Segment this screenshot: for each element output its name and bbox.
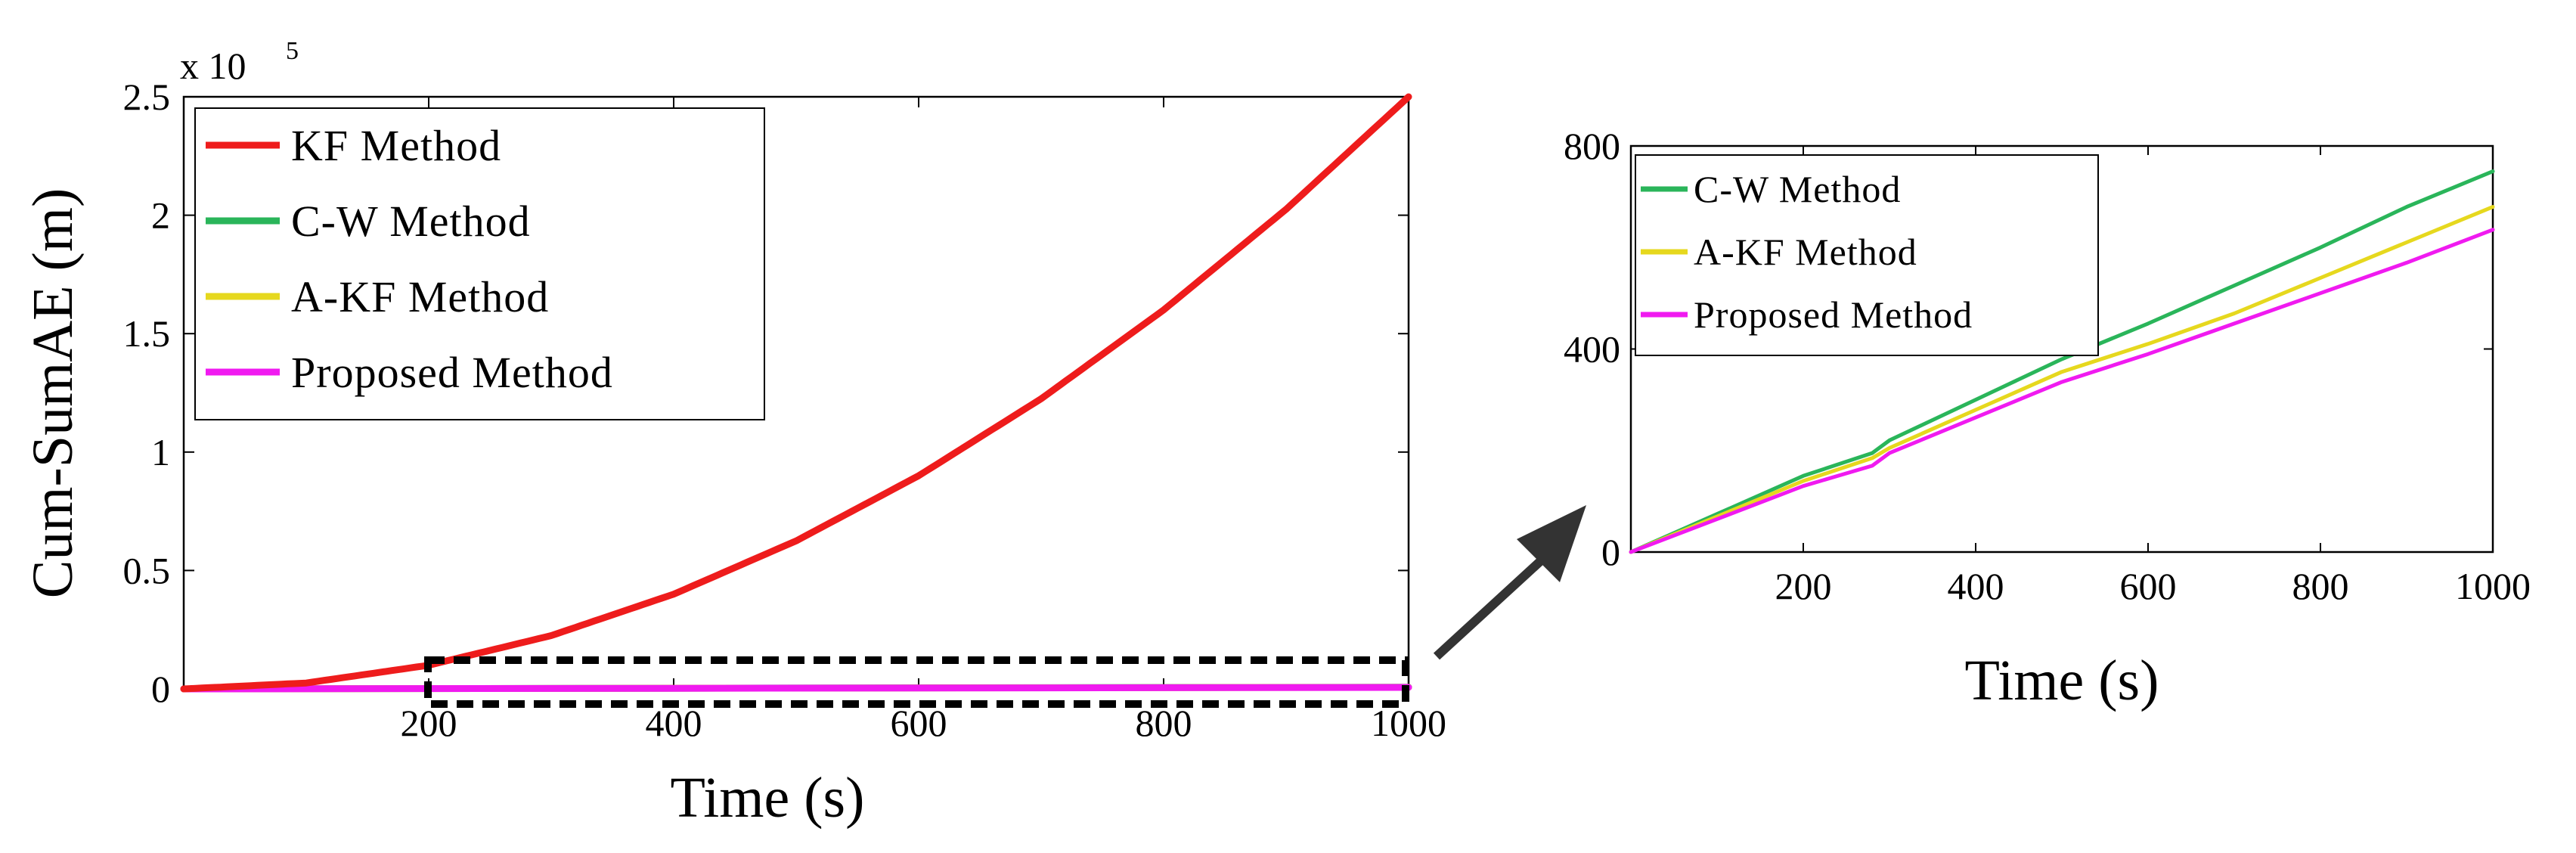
main-y-tick-label: 0.5 bbox=[123, 549, 171, 591]
main-y-tick-label: 1 bbox=[151, 431, 170, 473]
main-series bbox=[180, 93, 1412, 693]
legend-label-proposed: Proposed Method bbox=[291, 348, 613, 397]
inset-y-tick-label: 0 bbox=[1601, 531, 1620, 573]
main-series-proposed-method bbox=[180, 684, 1412, 693]
main-legend-box bbox=[194, 107, 765, 420]
inset-series-proposed-method bbox=[1629, 228, 2495, 554]
inset-legend-label-proposed: Proposed Method bbox=[1694, 293, 1973, 336]
inset-y-tick-label: 400 bbox=[1564, 328, 1620, 371]
inset-x-tick-label: 800 bbox=[2292, 565, 2349, 607]
inset-series-c-w-method bbox=[1629, 169, 2495, 554]
inset-x-tick-label: 200 bbox=[1775, 565, 1832, 607]
main-y-axis-label: Cum-SumAE (m) bbox=[21, 188, 85, 599]
main-series-kf-method bbox=[180, 93, 1412, 693]
zoom-arrow-shaft bbox=[1433, 552, 1550, 660]
main-x-tick-label: 400 bbox=[646, 702, 702, 744]
main-y-ticks: 0 0.5 1 1.5 2 2.5 bbox=[123, 76, 1409, 710]
legend-label-kf: KF Method bbox=[291, 121, 501, 170]
main-y-multiplier: x 10 bbox=[180, 45, 246, 87]
main-y-tick-label: 0 bbox=[151, 668, 170, 710]
main-x-tick-label: 800 bbox=[1136, 702, 1192, 744]
main-legend: KF Method C-W Method A-KF Method Propose… bbox=[194, 107, 765, 420]
main-x-axis-label: Time (s) bbox=[671, 766, 865, 830]
inset-series bbox=[1629, 169, 2495, 554]
main-x-ticks: 200 400 600 800 1000 bbox=[401, 97, 1446, 744]
main-y-tick-label: 2.5 bbox=[123, 76, 171, 118]
main-x-tick-label: 1000 bbox=[1371, 702, 1446, 744]
inset-legend: C-W Method A-KF Method Proposed Method bbox=[1635, 154, 2099, 356]
main-y-tick-label: 2 bbox=[151, 194, 170, 237]
main-x-tick-label: 200 bbox=[401, 702, 457, 744]
legend-label-akf: A-KF Method bbox=[291, 272, 549, 321]
inset-x-tick-label: 600 bbox=[2120, 565, 2177, 607]
inset-y-ticks: 0 400 800 bbox=[1564, 125, 2493, 573]
inset-legend-label-akf: A-KF Method bbox=[1694, 231, 1917, 273]
inset-y-tick-label: 800 bbox=[1564, 125, 1620, 167]
main-x-tick-label: 600 bbox=[891, 702, 947, 744]
inset-series-a-kf-method bbox=[1629, 205, 2495, 554]
inset-x-ticks: 200 400 600 800 1000 bbox=[1775, 146, 2531, 607]
inset-chart: Time (s) 200 400 600 800 1000 0 400 800 C-W Me… bbox=[1564, 125, 2531, 712]
inset-x-axis-label: Time (s) bbox=[1965, 649, 2159, 712]
inset-legend-box bbox=[1635, 154, 2099, 356]
zoom-box bbox=[424, 656, 1409, 708]
inset-x-tick-label: 1000 bbox=[2455, 565, 2531, 607]
legend-label-cw: C-W Method bbox=[291, 197, 531, 246]
main-y-tick-label: 1.5 bbox=[123, 312, 171, 355]
zoom-arrow-head bbox=[1517, 505, 1586, 582]
inset-legend-label-cw: C-W Method bbox=[1694, 168, 1901, 210]
inset-x-tick-label: 400 bbox=[1948, 565, 2004, 607]
main-chart: x 10 5 Cum-SumAE (m) Time (s) 200 400 600 8… bbox=[21, 37, 1446, 830]
zoom-arrow bbox=[1433, 505, 1586, 660]
main-y-multiplier-exponent: 5 bbox=[286, 37, 299, 65]
